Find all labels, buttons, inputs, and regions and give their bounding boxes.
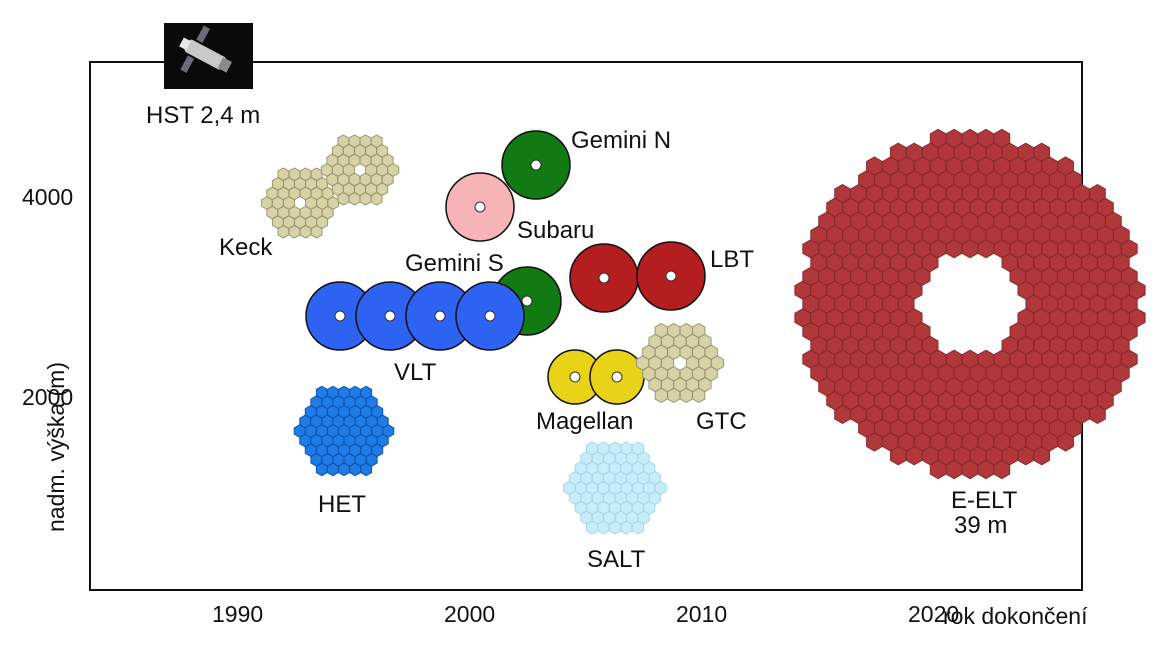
- mirror-center: [384, 310, 396, 322]
- mirror-subaru: [445, 172, 515, 242]
- mirror-vlt-1: [305, 281, 375, 351]
- mirror-segment: [1057, 432, 1074, 452]
- mirror-e-elt: [794, 128, 1146, 480]
- mirror-segment: [977, 460, 995, 480]
- mirror-vlt-4: [455, 281, 525, 351]
- mirror-het: [293, 385, 395, 477]
- mirror-segment: [961, 239, 979, 259]
- telescope-label-subaru: Subaru: [517, 217, 595, 244]
- mirror-segment: [866, 432, 883, 452]
- x-tick-label: 1990: [212, 601, 264, 627]
- telescope-label-keck: Keck: [219, 234, 273, 261]
- mirror-segment: [945, 239, 963, 259]
- mirror-center: [474, 201, 486, 213]
- x-tick-label: 2010: [676, 601, 728, 627]
- mirror-segment: [348, 191, 361, 206]
- mirror-segment: [993, 460, 1011, 480]
- mirror-segment: [667, 387, 681, 404]
- mirror-segment: [692, 387, 706, 404]
- mirror-segment: [961, 460, 979, 480]
- y-tick-label: 4000: [22, 184, 74, 210]
- mirror-keck-2: [320, 134, 400, 206]
- mirror-segment: [608, 520, 622, 535]
- mirror-segment: [277, 224, 290, 239]
- telescope-label-vlt: VLT: [394, 359, 437, 386]
- telescope-label-het: HET: [318, 491, 366, 518]
- mirror-center: [598, 272, 610, 284]
- mirror-segment: [337, 191, 350, 206]
- mirror-segment: [620, 520, 633, 535]
- mirror-segment: [370, 191, 383, 206]
- mirror-gemini-n: [501, 130, 571, 200]
- telescope-label-e-elt: E-ELT: [951, 487, 1018, 514]
- telescope-label-gemini-n: Gemini N: [571, 127, 672, 154]
- mirror-center: [334, 310, 346, 322]
- mirror-segment: [945, 460, 963, 480]
- mirror-lbt-1: [569, 243, 639, 313]
- mirror-segment: [905, 446, 923, 466]
- telescope-label-salt: SALT: [587, 546, 646, 573]
- telescope-label-hst: HST 2,4 m: [146, 102, 261, 129]
- mirror-center: [569, 371, 581, 383]
- mirror-segment: [597, 520, 610, 535]
- mirror-segment: [359, 191, 372, 206]
- hubble-icon: [164, 23, 253, 89]
- telescope-label-gemini-s: Gemini S: [405, 250, 504, 277]
- mirror-segment: [1033, 446, 1051, 466]
- mirror-segment: [654, 387, 668, 404]
- mirror-center: [665, 270, 677, 282]
- mirror-salt: [563, 441, 667, 535]
- mirror-segment: [1089, 404, 1106, 424]
- mirror-center: [611, 371, 623, 383]
- mirror-center: [434, 310, 446, 322]
- mirror-center: [521, 295, 533, 307]
- mirror-magellan-2: [589, 349, 645, 405]
- mirror-center: [530, 159, 542, 171]
- x-tick-label: 2020: [908, 601, 960, 627]
- mirror-segment: [326, 462, 339, 477]
- mirror-segment: [349, 462, 362, 477]
- mirror-center: [484, 310, 496, 322]
- telescope-label-lbt: LBT: [710, 246, 755, 273]
- mirror-segment: [586, 520, 599, 535]
- mirror-segment: [315, 462, 328, 477]
- telescope-label-gtc: GTC: [696, 408, 747, 435]
- mirror-segment: [299, 224, 312, 239]
- x-tick-label: 2000: [444, 601, 496, 627]
- mirror-segment: [338, 462, 350, 477]
- y-tick-label: 2000: [22, 384, 74, 410]
- mirror-lbt-2: [636, 241, 706, 311]
- mirror-segment: [310, 224, 323, 239]
- mirror-segment: [977, 239, 995, 259]
- telescope-sublabel-e-elt: 39 m: [954, 512, 1008, 539]
- hst-photo: [164, 23, 253, 89]
- x-axis-label: rok dokončení: [943, 603, 1088, 629]
- mirror-segment: [679, 387, 693, 404]
- mirror-gtc: [635, 322, 725, 404]
- mirror-keck-1: [260, 167, 340, 239]
- mirror-segment: [834, 404, 851, 424]
- mirror-vlt-3: [405, 281, 475, 351]
- mirror-segment: [631, 520, 644, 535]
- mirror-segment: [360, 462, 373, 477]
- mirror-segment: [889, 446, 907, 466]
- y-axis-label: nadm. výška (m): [43, 362, 69, 532]
- telescope-label-magellan: Magellan: [536, 408, 634, 435]
- mirror-segment: [288, 224, 301, 239]
- mirror-segment: [929, 460, 947, 480]
- mirror-segment: [1017, 446, 1035, 466]
